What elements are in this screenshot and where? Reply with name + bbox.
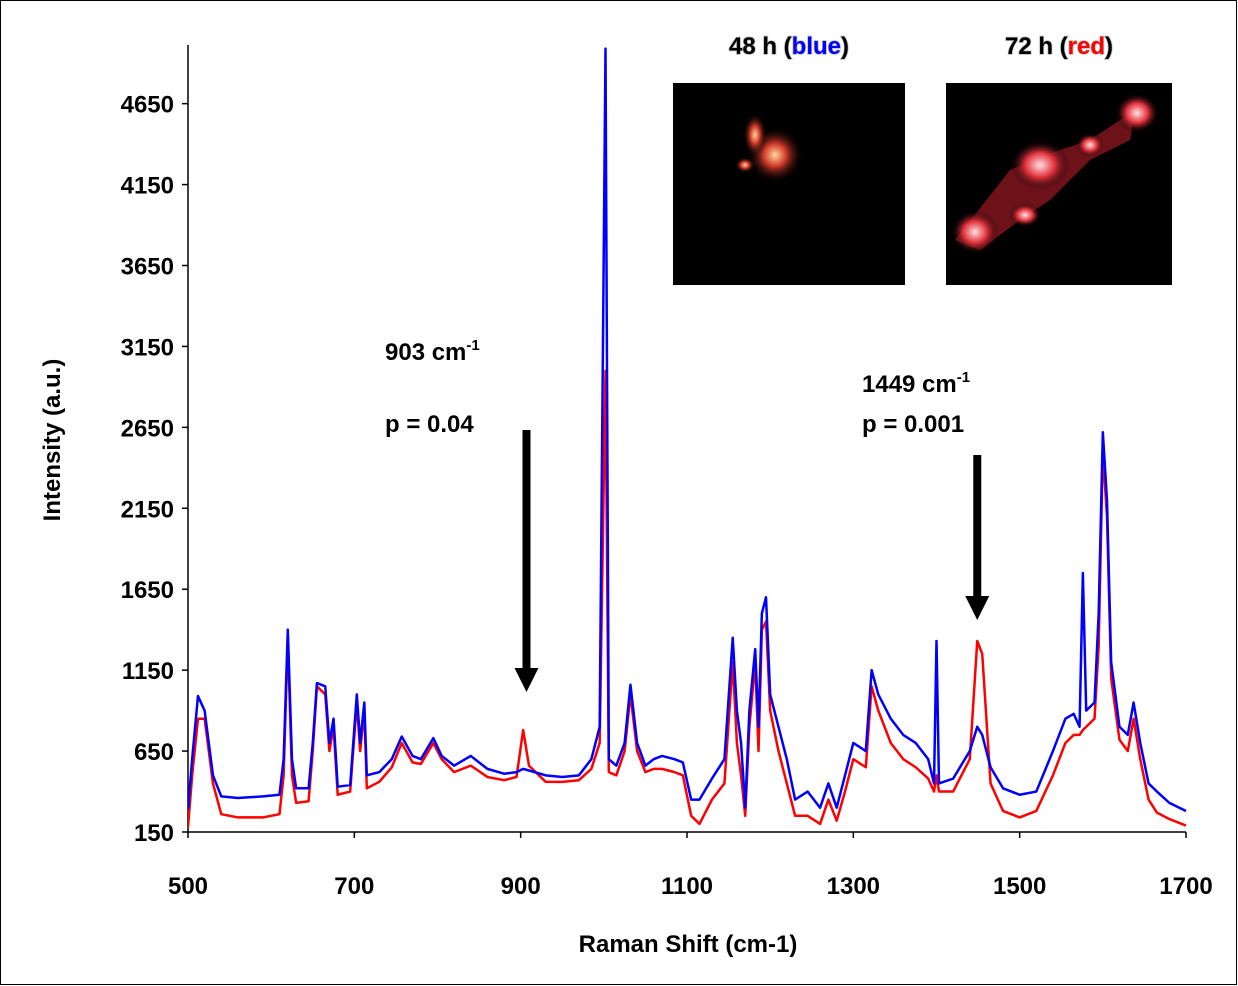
inset-title-part: ) — [841, 33, 849, 60]
annotation-arrow — [965, 455, 989, 620]
x-tick-label: 1100 — [661, 873, 713, 900]
y-tick-label: 4650 — [121, 92, 174, 119]
y-tick-label: 1650 — [121, 577, 174, 604]
y-tick-label: 3150 — [121, 334, 174, 361]
y-tick-label: 2150 — [121, 496, 174, 523]
inset-title: 48 h (blue) — [729, 33, 849, 60]
chart: Raman Shift (cm-1) Intensity (a.u.) 150 6… — [0, 0, 1238, 986]
inset-title-part: 48 h ( — [729, 33, 792, 60]
inset-title-part: ) — [1105, 33, 1113, 60]
data-line — [188, 371, 1186, 827]
inset-title-part: 72 h ( — [1005, 33, 1068, 60]
x-tick-label: 700 — [334, 873, 374, 900]
arrow-shaft — [522, 430, 530, 670]
arrow-shaft — [973, 455, 981, 598]
arrow-head — [965, 596, 989, 620]
annotation-text: 1449 cm — [862, 371, 957, 398]
inset-image — [673, 83, 905, 285]
x-tick-label: 500 — [168, 873, 208, 900]
annotation-superscript: -1 — [466, 337, 479, 354]
inset-image — [946, 83, 1172, 285]
annotation-note: p = 0.04 — [385, 411, 474, 438]
y-tick-label: 4150 — [121, 173, 174, 200]
inset-title-part: red — [1068, 33, 1105, 60]
y-tick-label: 1150 — [122, 658, 174, 685]
annotation-arrow — [514, 430, 538, 692]
annotation-label: 1449 cm-1 — [862, 369, 970, 398]
y-tick-label: 2650 — [121, 415, 174, 442]
annotation-note: p = 0.001 — [862, 411, 964, 438]
inset-title-part: blue — [792, 33, 841, 60]
arrow-head — [514, 668, 538, 692]
y-tick-label: 650 — [134, 739, 174, 766]
x-tick-label: 1500 — [993, 873, 1046, 900]
x-axis-title: Raman Shift (cm-1) — [579, 931, 798, 958]
inset-title: 72 h (red) — [1005, 33, 1113, 60]
y-axis-title: Intensity (a.u.) — [39, 359, 66, 522]
annotation-text: 903 cm — [385, 339, 466, 366]
annotation-superscript: -1 — [957, 369, 970, 386]
x-tick-label: 900 — [501, 873, 541, 900]
x-tick-label: 1300 — [827, 873, 880, 900]
y-tick-label: 3650 — [121, 254, 174, 281]
annotation-label: 903 cm-1 — [385, 337, 480, 366]
y-tick-label: 150 — [134, 820, 174, 847]
x-tick-label: 1700 — [1159, 873, 1212, 900]
